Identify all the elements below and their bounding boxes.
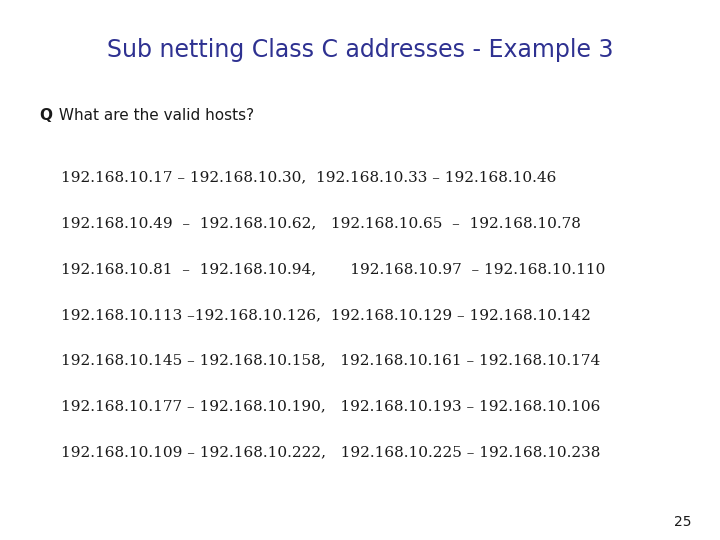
Text: 192.168.10.17 – 192.168.10.30,  192.168.10.33 – 192.168.10.46: 192.168.10.17 – 192.168.10.30, 192.168.1…	[61, 170, 557, 184]
Text: 192.168.10.145 – 192.168.10.158,   192.168.10.161 – 192.168.10.174: 192.168.10.145 – 192.168.10.158, 192.168…	[61, 354, 600, 368]
Text: 192.168.10.49  –  192.168.10.62,   192.168.10.65  –  192.168.10.78: 192.168.10.49 – 192.168.10.62, 192.168.1…	[61, 216, 581, 230]
Text: 192.168.10.113 –192.168.10.126,  192.168.10.129 – 192.168.10.142: 192.168.10.113 –192.168.10.126, 192.168.…	[61, 308, 591, 322]
Text: 192.168.10.177 – 192.168.10.190,   192.168.10.193 – 192.168.10.106: 192.168.10.177 – 192.168.10.190, 192.168…	[61, 400, 600, 414]
Text: 192.168.10.81  –  192.168.10.94,       192.168.10.97  – 192.168.10.110: 192.168.10.81 – 192.168.10.94, 192.168.1…	[61, 262, 606, 276]
Text: 25: 25	[674, 515, 691, 529]
Text: 192.168.10.109 – 192.168.10.222,   192.168.10.225 – 192.168.10.238: 192.168.10.109 – 192.168.10.222, 192.168…	[61, 446, 600, 460]
Text: Q: Q	[40, 108, 53, 123]
Text: What are the valid hosts?: What are the valid hosts?	[54, 108, 254, 123]
Text: Sub netting Class C addresses - Example 3: Sub netting Class C addresses - Example …	[107, 38, 613, 62]
